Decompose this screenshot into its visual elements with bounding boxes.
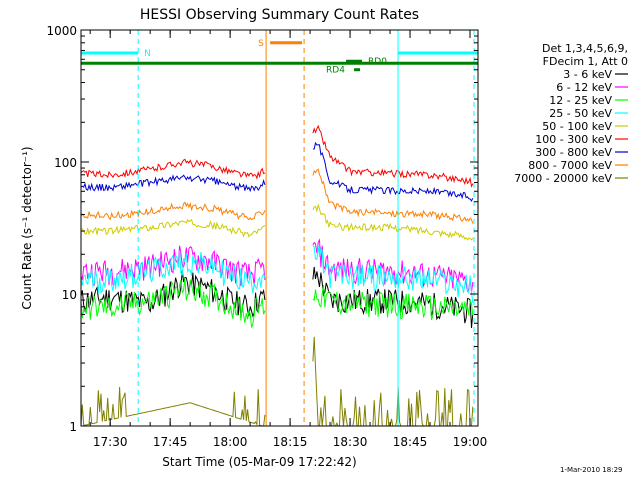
- x-axis-label: Start Time (05-Mar-09 17:22:42): [162, 455, 356, 469]
- series-100-300-kev-line: [80, 124, 474, 188]
- series-300-800-kev-line: [80, 141, 474, 202]
- legend-label: 100 - 300 keV: [535, 133, 612, 146]
- legend-header-0: Det 1,3,4,5,6,9,: [542, 42, 628, 55]
- legend-label: 7000 - 20000 keV: [514, 172, 612, 185]
- legend-label: 300 - 800 keV: [535, 146, 612, 159]
- y-tick-label: 1000: [46, 24, 77, 38]
- y-tick-label: 10: [62, 288, 77, 302]
- chart-title: HESSI Observing Summary Count Rates: [140, 7, 419, 23]
- x-tick-label: 18:30: [333, 435, 368, 449]
- plot-timestamp: 1-Mar-2010 18:29: [560, 466, 623, 474]
- series-7000-20000-kev-line: [80, 336, 474, 427]
- legend-label: 800 - 7000 keV: [528, 159, 612, 172]
- series-800-7000-kev-line: [80, 168, 474, 224]
- series-12-25-kev-line: [80, 277, 474, 328]
- y-tick-label: 100: [54, 156, 77, 170]
- y-axis-label: Count Rate (s⁻¹ detector⁻¹): [20, 146, 34, 309]
- x-tick-label: 18:45: [393, 435, 428, 449]
- x-tick-label: 18:00: [213, 435, 248, 449]
- x-tick-label: 19:00: [453, 435, 488, 449]
- series-25-50-kev-line: [80, 245, 474, 303]
- x-tick-label: 18:15: [273, 435, 308, 449]
- x-tick-label: 17:30: [93, 435, 128, 449]
- series-6-12-kev-line: [80, 238, 474, 293]
- legend-label: 3 - 6 keV: [563, 68, 612, 81]
- y-tick-label: 1: [69, 420, 77, 434]
- annotation-label-rd0: RD0: [368, 57, 387, 67]
- x-tick-label: 17:45: [153, 435, 188, 449]
- legend-label: 12 - 25 keV: [549, 94, 612, 107]
- legend-label: 6 - 12 keV: [556, 81, 612, 94]
- legend-label: 50 - 100 keV: [542, 120, 612, 133]
- legend-label: 25 - 50 keV: [549, 107, 612, 120]
- plot-frame: [80, 29, 479, 427]
- annotation-label-n: N: [144, 49, 151, 59]
- annotation-label-rd4: RD4: [326, 66, 345, 76]
- annotation-label-s: S: [258, 39, 264, 49]
- legend-header-1: FDecim 1, Att 0: [543, 55, 628, 68]
- series-50-100-kev-line: [80, 203, 474, 241]
